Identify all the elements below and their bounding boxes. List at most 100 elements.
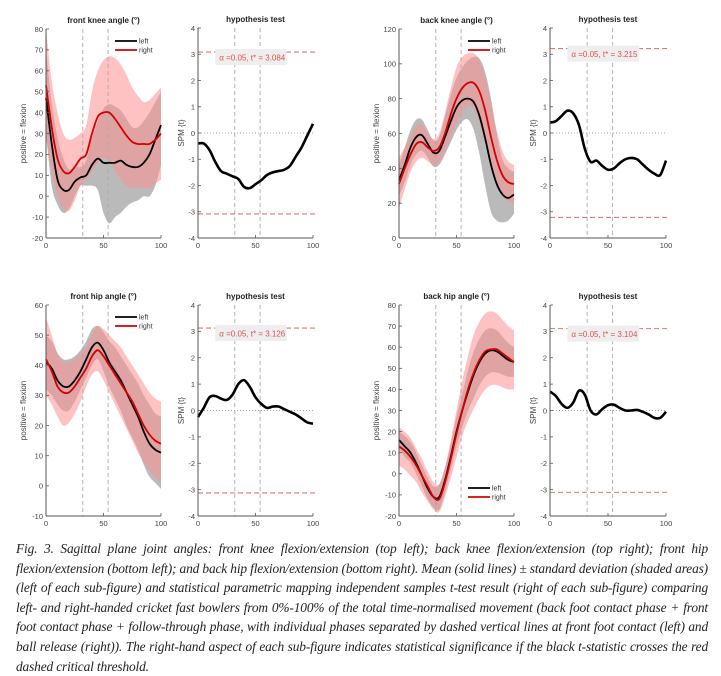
- panel-title: front knee angle (°): [67, 16, 140, 25]
- x-tick-label: 50: [604, 241, 612, 250]
- x-tick-label: 50: [251, 519, 259, 528]
- x-tick-label: 0: [397, 519, 401, 528]
- y-tick-label: -3: [540, 208, 547, 217]
- y-tick-label: 1: [543, 103, 547, 112]
- x-tick-label: 0: [548, 519, 552, 528]
- y-axis-label: SPM {t}: [529, 397, 538, 424]
- panel-title: hypothesis test: [226, 292, 285, 301]
- legend-label-left: left: [139, 315, 148, 322]
- mean-line-right: [398, 81, 515, 185]
- band-right: [399, 52, 514, 209]
- panel-title: hypothesis test: [579, 292, 638, 301]
- y-tick-label: 50: [388, 364, 396, 373]
- mean-line-left: [45, 341, 162, 454]
- x-tick-label: 0: [397, 241, 401, 250]
- legend-label-right: right: [492, 495, 506, 502]
- y-tick-label: -2: [188, 181, 195, 190]
- y-tick-label: -10: [32, 213, 43, 222]
- panel-title: back knee angle (°): [420, 16, 493, 25]
- annotation-box: [567, 325, 640, 342]
- y-tick-label: -2: [540, 459, 547, 468]
- y-tick-label: 10: [35, 171, 43, 180]
- y-axis-label: SPM {t}: [177, 397, 186, 424]
- figure-caption: Fig. 3. Sagittal plane joint angles: fro…: [16, 541, 708, 674]
- legend-label-right: right: [492, 48, 506, 55]
- y-tick-label: 50: [35, 331, 43, 340]
- y-tick-label: 2: [191, 354, 195, 363]
- y-tick-label: -1: [188, 433, 195, 442]
- y-axis-label: positive = flexion: [19, 104, 28, 163]
- y-tick-label: 30: [35, 391, 43, 400]
- x-tick-label: 0: [44, 519, 48, 528]
- panel-title: front hip angle (°): [70, 292, 137, 301]
- y-tick-label: 2: [543, 76, 547, 85]
- x-tick-label: 50: [251, 241, 259, 250]
- y-tick-label: 0: [191, 129, 195, 138]
- mean-line-right: [398, 348, 515, 502]
- annotation-box: [215, 49, 287, 66]
- annotation-box: [567, 45, 640, 62]
- y-tick-label: 4: [543, 301, 547, 310]
- y-tick-label: -2: [540, 181, 547, 190]
- y-tick-label: -1: [540, 155, 547, 164]
- band-right: [46, 317, 161, 483]
- y-tick-label: 60: [35, 67, 43, 76]
- x-tick-label: 50: [99, 241, 107, 250]
- threshold-annotation: α =0.05, t* = 3.215: [571, 50, 638, 59]
- y-tick-label: -4: [540, 512, 547, 521]
- panel-front-hip-spm: α =0.05, t* = 3.126 -4 -3 -2 -1 0 1 2 3 4 0 50 100 hy…: [177, 292, 319, 528]
- y-tick-label: -4: [540, 234, 547, 243]
- y-tick-label: 60: [35, 301, 43, 310]
- y-tick-label: 0: [39, 482, 43, 491]
- y-tick-label: 2: [191, 76, 195, 85]
- y-tick-label: 0: [191, 406, 195, 415]
- x-tick-label: 100: [660, 519, 673, 528]
- x-tick-label: 100: [155, 241, 168, 250]
- y-tick-label: 50: [35, 88, 43, 97]
- spm-t-line: [549, 109, 668, 178]
- y-tick-label: 40: [388, 385, 396, 394]
- y-tick-label: -3: [188, 208, 195, 217]
- y-axis-label: positive = flexion: [19, 381, 28, 440]
- y-tick-label: -4: [188, 234, 195, 243]
- threshold-annotation: α =0.05, t* = 3.126: [219, 330, 286, 339]
- x-tick-label: 100: [508, 241, 521, 250]
- y-tick-label: 80: [388, 94, 396, 103]
- y-tick-label: 30: [35, 129, 43, 138]
- y-tick-label: 20: [388, 427, 396, 436]
- x-tick-label: 100: [307, 519, 320, 528]
- y-tick-label: -3: [540, 485, 547, 494]
- legend-label-left: left: [492, 39, 501, 46]
- y-tick-label: 20: [35, 150, 43, 159]
- panel-back-hip-spm: α =0.05, t* = 3.104 -4 -3 -2 -1 0 1 2 3 4 0 50 100 hy…: [529, 292, 672, 528]
- y-tick-label: 4: [191, 301, 195, 310]
- x-tick-label: 100: [660, 241, 673, 250]
- y-tick-label: -1: [540, 433, 547, 442]
- x-tick-label: 100: [508, 519, 521, 528]
- annotation-box: [215, 325, 287, 342]
- y-tick-label: 2: [543, 354, 547, 363]
- y-tick-label: 100: [383, 60, 396, 69]
- panel-back-knee-spm: α =0.05, t* = 3.215 -4 -3 -2 -1 0 1 2 3 4 0 50 100 hy…: [529, 15, 672, 250]
- y-tick-label: 3: [191, 50, 195, 59]
- y-tick-label: 0: [39, 192, 43, 201]
- x-tick-label: 0: [196, 519, 200, 528]
- y-axis-label: positive = flexion: [372, 381, 381, 440]
- legend-label-left: left: [139, 39, 148, 46]
- y-tick-label: -3: [188, 485, 195, 494]
- spm-t-line: [549, 389, 667, 420]
- y-tick-label: -2: [188, 459, 195, 468]
- y-tick-label: 1: [191, 103, 195, 112]
- y-tick-label: -10: [32, 512, 43, 521]
- y-tick-label: -4: [188, 512, 195, 521]
- y-tick-label: 0: [392, 470, 396, 479]
- y-tick-label: 30: [388, 406, 396, 415]
- y-tick-label: 3: [191, 327, 195, 336]
- legend-label-right: right: [139, 324, 153, 331]
- y-tick-label: 40: [35, 108, 43, 117]
- y-tick-label: -10: [385, 491, 396, 500]
- legend-label-right: right: [139, 48, 153, 55]
- x-tick-label: 0: [44, 241, 48, 250]
- spm-t-line: [196, 378, 314, 425]
